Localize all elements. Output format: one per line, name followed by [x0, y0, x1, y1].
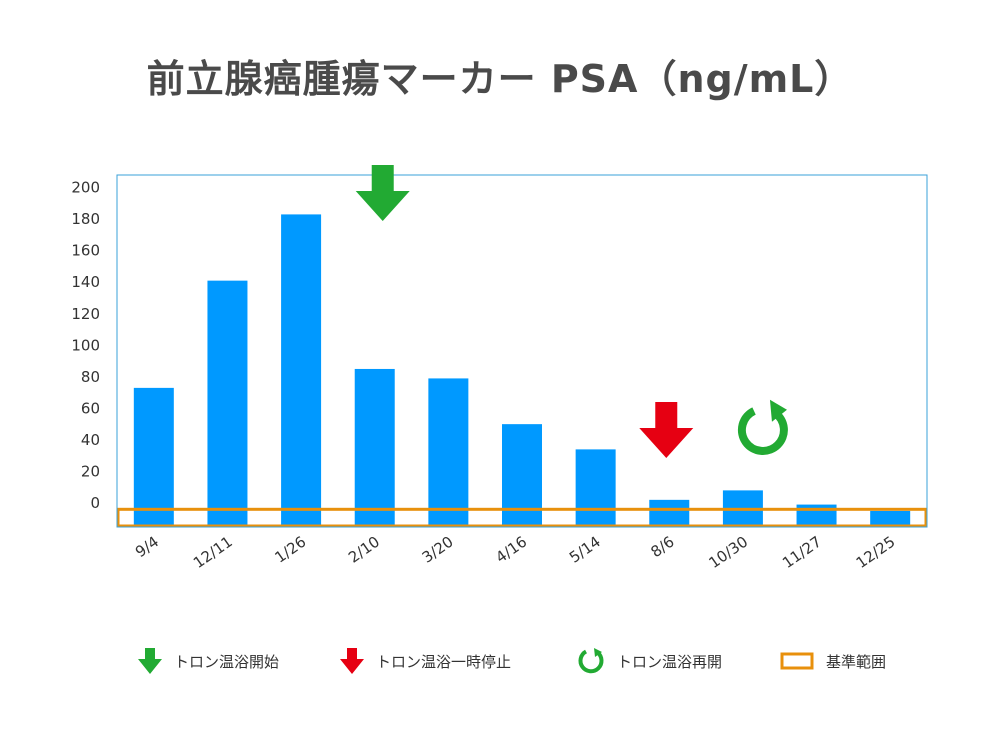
red-down-arrow-icon: [340, 648, 364, 674]
x-tick-label: 12/11: [190, 533, 236, 573]
bar-5-14: [575, 449, 616, 527]
bars: [133, 214, 911, 527]
reference-range-swatch-icon: [780, 652, 814, 670]
bar-1-26: [281, 214, 322, 527]
chart-title: 前立腺癌腫瘍マーカー PSA（ng/mL）: [146, 57, 854, 101]
restart-arrowhead: [769, 399, 787, 422]
x-tick-label: 11/27: [779, 533, 825, 573]
y-tick-label: 100: [71, 336, 100, 354]
y-axis: 0 20 40 60 80 100 120 140 160 180 200: [71, 179, 100, 512]
x-tick-label: 12/25: [853, 533, 899, 573]
x-tick-label: 8/6: [647, 533, 677, 562]
y-tick-label: 160: [71, 242, 100, 260]
y-tick-label: 40: [81, 431, 100, 449]
x-tick-label: 5/14: [566, 533, 604, 567]
y-tick-label: 200: [71, 179, 100, 197]
restart-arc: [737, 407, 788, 455]
x-tick-label: 2/10: [345, 533, 383, 567]
green-restart-circle-icon: [737, 399, 788, 455]
legend-item-pause: トロン温浴一時停止: [340, 645, 511, 677]
plot-frame: [116, 174, 928, 528]
x-tick-label: 3/20: [419, 533, 457, 567]
x-tick-label: 10/30: [705, 533, 751, 573]
legend-label-restart: トロン温浴再開: [617, 652, 723, 671]
x-tick-label: 1/26: [271, 533, 309, 567]
legend-item-restart: トロン温浴再開: [577, 645, 722, 677]
y-tick-label: 0: [90, 494, 100, 512]
legend-item-reference: 基準範囲: [780, 645, 886, 677]
bar-9-4: [133, 387, 174, 527]
x-tick-label: 4/16: [492, 533, 530, 567]
y-tick-label: 140: [71, 273, 100, 291]
y-tick-label: 80: [81, 368, 100, 386]
y-tick-label: 120: [71, 305, 100, 323]
bar-2-10: [354, 368, 395, 527]
green-restart-circle-icon: [578, 648, 604, 674]
reference-range: [116, 507, 928, 528]
bar-3-20: [428, 378, 469, 527]
x-axis: 9/4 12/11 1/26 2/10 3/20 4/16 5/14 8/6 10/30 11/2…: [132, 533, 898, 573]
legend-label-pause: トロン温浴一時停止: [376, 652, 512, 671]
bar-12-11: [207, 280, 248, 527]
legend-label-reference: 基準範囲: [826, 652, 887, 671]
bar-4-16: [502, 424, 542, 527]
annotations: [355, 165, 788, 458]
y-tick-label: 180: [71, 210, 100, 228]
y-tick-label: 20: [81, 462, 100, 480]
legend-item-start: トロン温浴開始: [138, 645, 279, 677]
bar-12-25: [870, 510, 911, 527]
green-down-arrow-icon: [138, 648, 162, 674]
x-tick-label: 9/4: [132, 533, 162, 562]
bar-8-6: [649, 499, 690, 527]
green-down-arrow-icon: [355, 165, 410, 221]
reference-range-box: [116, 507, 928, 528]
y-tick-label: 60: [81, 399, 100, 417]
legend-label-start: トロン温浴開始: [174, 652, 280, 671]
red-down-arrow-icon: [639, 402, 694, 458]
